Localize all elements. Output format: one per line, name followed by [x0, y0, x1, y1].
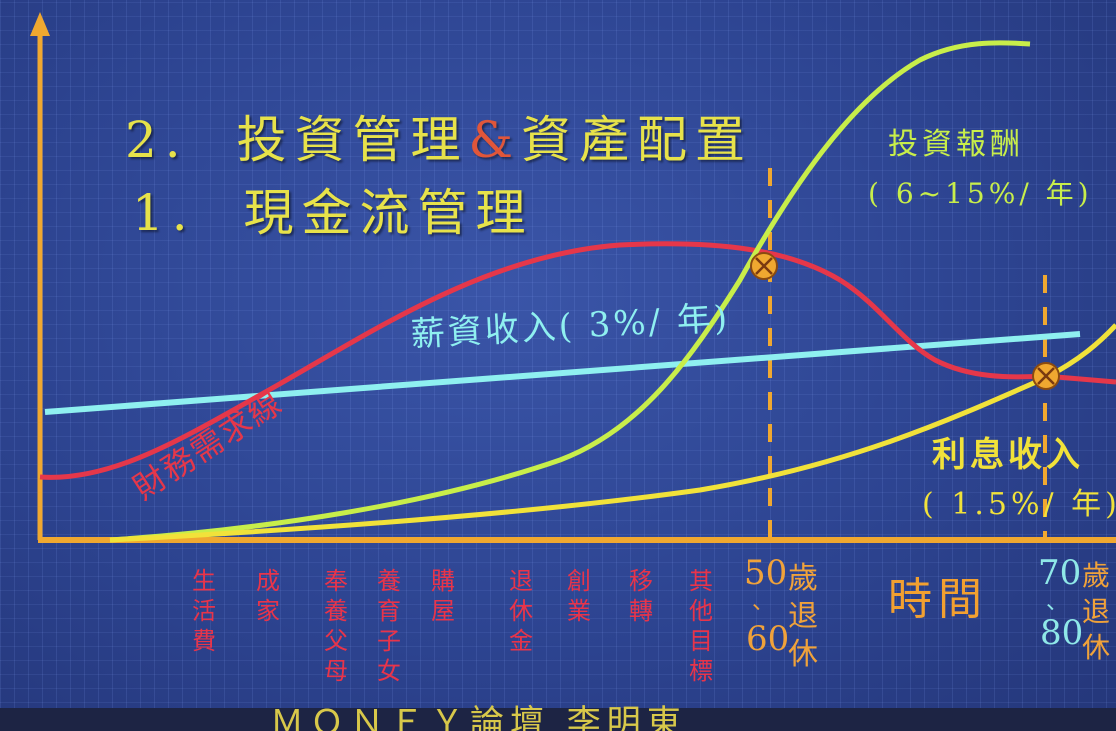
interest-income-label: 利息收入 — [932, 435, 1084, 475]
late-retire-age-70: 70 — [1038, 553, 1082, 593]
financial-needs-curve — [39, 241, 1116, 480]
heading-text: 投資管理 — [236, 111, 469, 169]
time-axis-label: 時間 — [888, 574, 988, 625]
footer-bar — [0, 708, 1116, 731]
stage-start-business: 創業 — [567, 567, 591, 625]
stage-retirement-fund: 退休金 — [509, 567, 533, 655]
salary-income-line — [44, 331, 1081, 415]
stage-marriage: 成家 — [256, 567, 280, 625]
interest-income-rate-label: ( 1.5%/ 年) — [922, 487, 1116, 522]
late-retire-suffix: 歲退休 — [1082, 559, 1111, 664]
heading-number: 2. — [125, 111, 189, 169]
stage-buy-house: 購屋 — [431, 567, 455, 625]
investment-return-curve — [109, 40, 1031, 543]
retire-age-separator: 、 — [752, 590, 775, 615]
stage-living-expenses: 生活費 — [192, 567, 216, 655]
intersection-marker — [750, 252, 778, 280]
ampersand: & — [468, 111, 522, 169]
investment-return-rate-label: ( 6~15%/ 年) — [868, 177, 1093, 210]
heading-number: 1. — [132, 184, 196, 242]
footer-credit: ＭＯＮＥＹ論壇 李明東 — [270, 703, 687, 731]
heading-investment-allocation: 2. 投資管理&資產配置 — [125, 115, 753, 165]
heading-cash-flow: 1. 現金流管理 — [132, 188, 534, 238]
retire-suffix: 歲退休 — [788, 561, 818, 672]
y-axis-arrow — [30, 12, 50, 36]
heading-text: 現金流管理 — [243, 184, 534, 242]
intersection-marker — [1032, 362, 1060, 390]
stage-transfer: 移轉 — [629, 567, 653, 625]
retire-age-60: 60 — [746, 619, 790, 659]
stage-raise-children: 養育子女 — [377, 567, 401, 685]
retire-age-50: 50 — [744, 553, 788, 593]
late-retire-age-80: 80 — [1040, 613, 1084, 653]
investment-return-label: 投資報酬 — [888, 127, 1024, 162]
late-retire-age-separator: 、 — [1046, 590, 1069, 615]
stage-support-parents: 奉養父母 — [324, 567, 348, 685]
heading-text: 資產配置 — [521, 111, 754, 169]
stage-other-goals: 其他目標 — [689, 567, 713, 685]
